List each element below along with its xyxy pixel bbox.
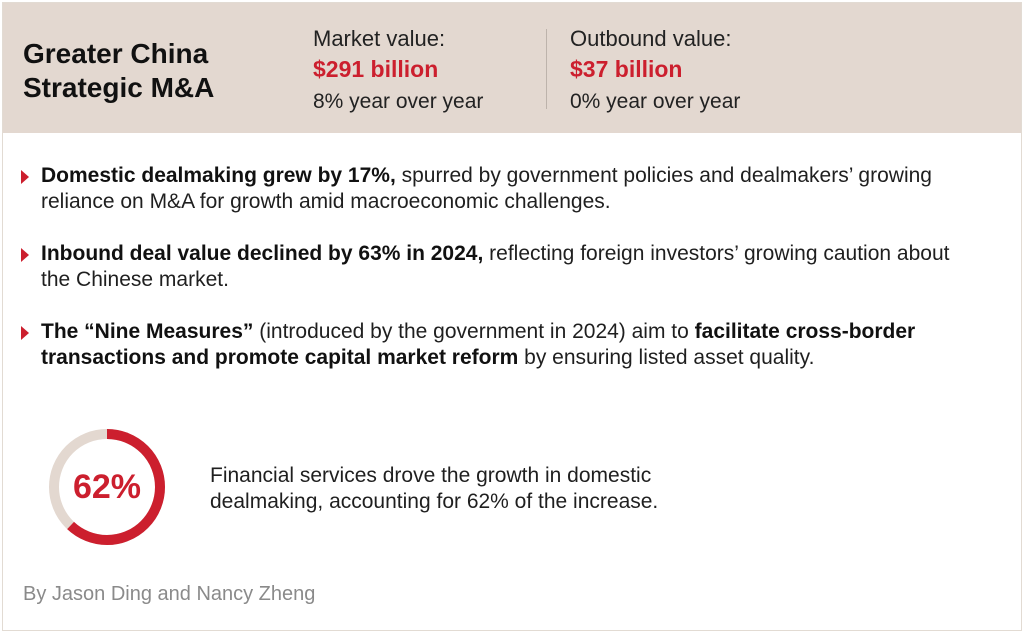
ring-percent-label: 62% bbox=[72, 467, 142, 506]
title-line-1: Greater China bbox=[23, 38, 209, 69]
bullet-2-bold: Inbound deal value declined by 63% in 20… bbox=[41, 242, 484, 265]
highlight-line-2: dealmaking, accounting for 62% of the in… bbox=[210, 490, 659, 513]
market-value-label: Market value: bbox=[313, 26, 446, 51]
market-value-change: 8% year over year bbox=[313, 90, 484, 113]
bullet-3-text-b: by ensuring listed asset quality. bbox=[518, 346, 815, 369]
bullet-arrow-icon bbox=[21, 248, 29, 262]
bullet-1-bold: Domestic dealmaking grew by 17%, bbox=[41, 164, 396, 187]
page-title: Greater China Strategic M&A bbox=[23, 37, 214, 105]
highlight-line-1: Financial services drove the growth in d… bbox=[210, 464, 652, 487]
bullet-arrow-icon bbox=[21, 170, 29, 184]
outbound-value-amount: $37 billion bbox=[570, 56, 683, 82]
title-line-2: Strategic M&A bbox=[23, 72, 215, 103]
highlight-description: Financial services drove the growth in d… bbox=[210, 463, 770, 515]
bullet-1-text: spurred by government policies and dealm… bbox=[41, 164, 932, 213]
bullet-3-bold-a: The “Nine Measures” bbox=[41, 320, 254, 343]
bullet-inbound-deal-value: Inbound deal value declined by 63% in 20… bbox=[21, 241, 961, 293]
bullet-arrow-icon bbox=[21, 326, 29, 340]
bullet-3-text-a: (introduced by the government in 2024) a… bbox=[253, 320, 695, 343]
ring-fill bbox=[49, 429, 165, 545]
percent-ring bbox=[49, 429, 165, 545]
outbound-value-label: Outbound value: bbox=[570, 26, 732, 51]
bullet-nine-measures: The “Nine Measures” (introduced by the g… bbox=[21, 319, 961, 371]
bullet-2-text: reflecting foreign investors’ growing ca… bbox=[41, 242, 950, 291]
market-value-amount: $291 billion bbox=[313, 56, 439, 82]
bullet-3-bold-b: facilitate cross-border transactions and… bbox=[41, 320, 916, 369]
market-value-stat: Market value: $291 billion 8% year over … bbox=[313, 25, 483, 119]
bullet-domestic-dealmaking: Domestic dealmaking grew by 17%, spurred… bbox=[21, 163, 961, 215]
outbound-value-change: 0% year over year bbox=[570, 90, 741, 113]
author-byline: By Jason Ding and Nancy Zheng bbox=[23, 583, 316, 605]
header-band: Greater China Strategic M&A Market value… bbox=[3, 3, 1021, 133]
header-divider bbox=[546, 29, 547, 109]
outbound-value-stat: Outbound value: $37 billion 0% year over… bbox=[570, 25, 740, 119]
